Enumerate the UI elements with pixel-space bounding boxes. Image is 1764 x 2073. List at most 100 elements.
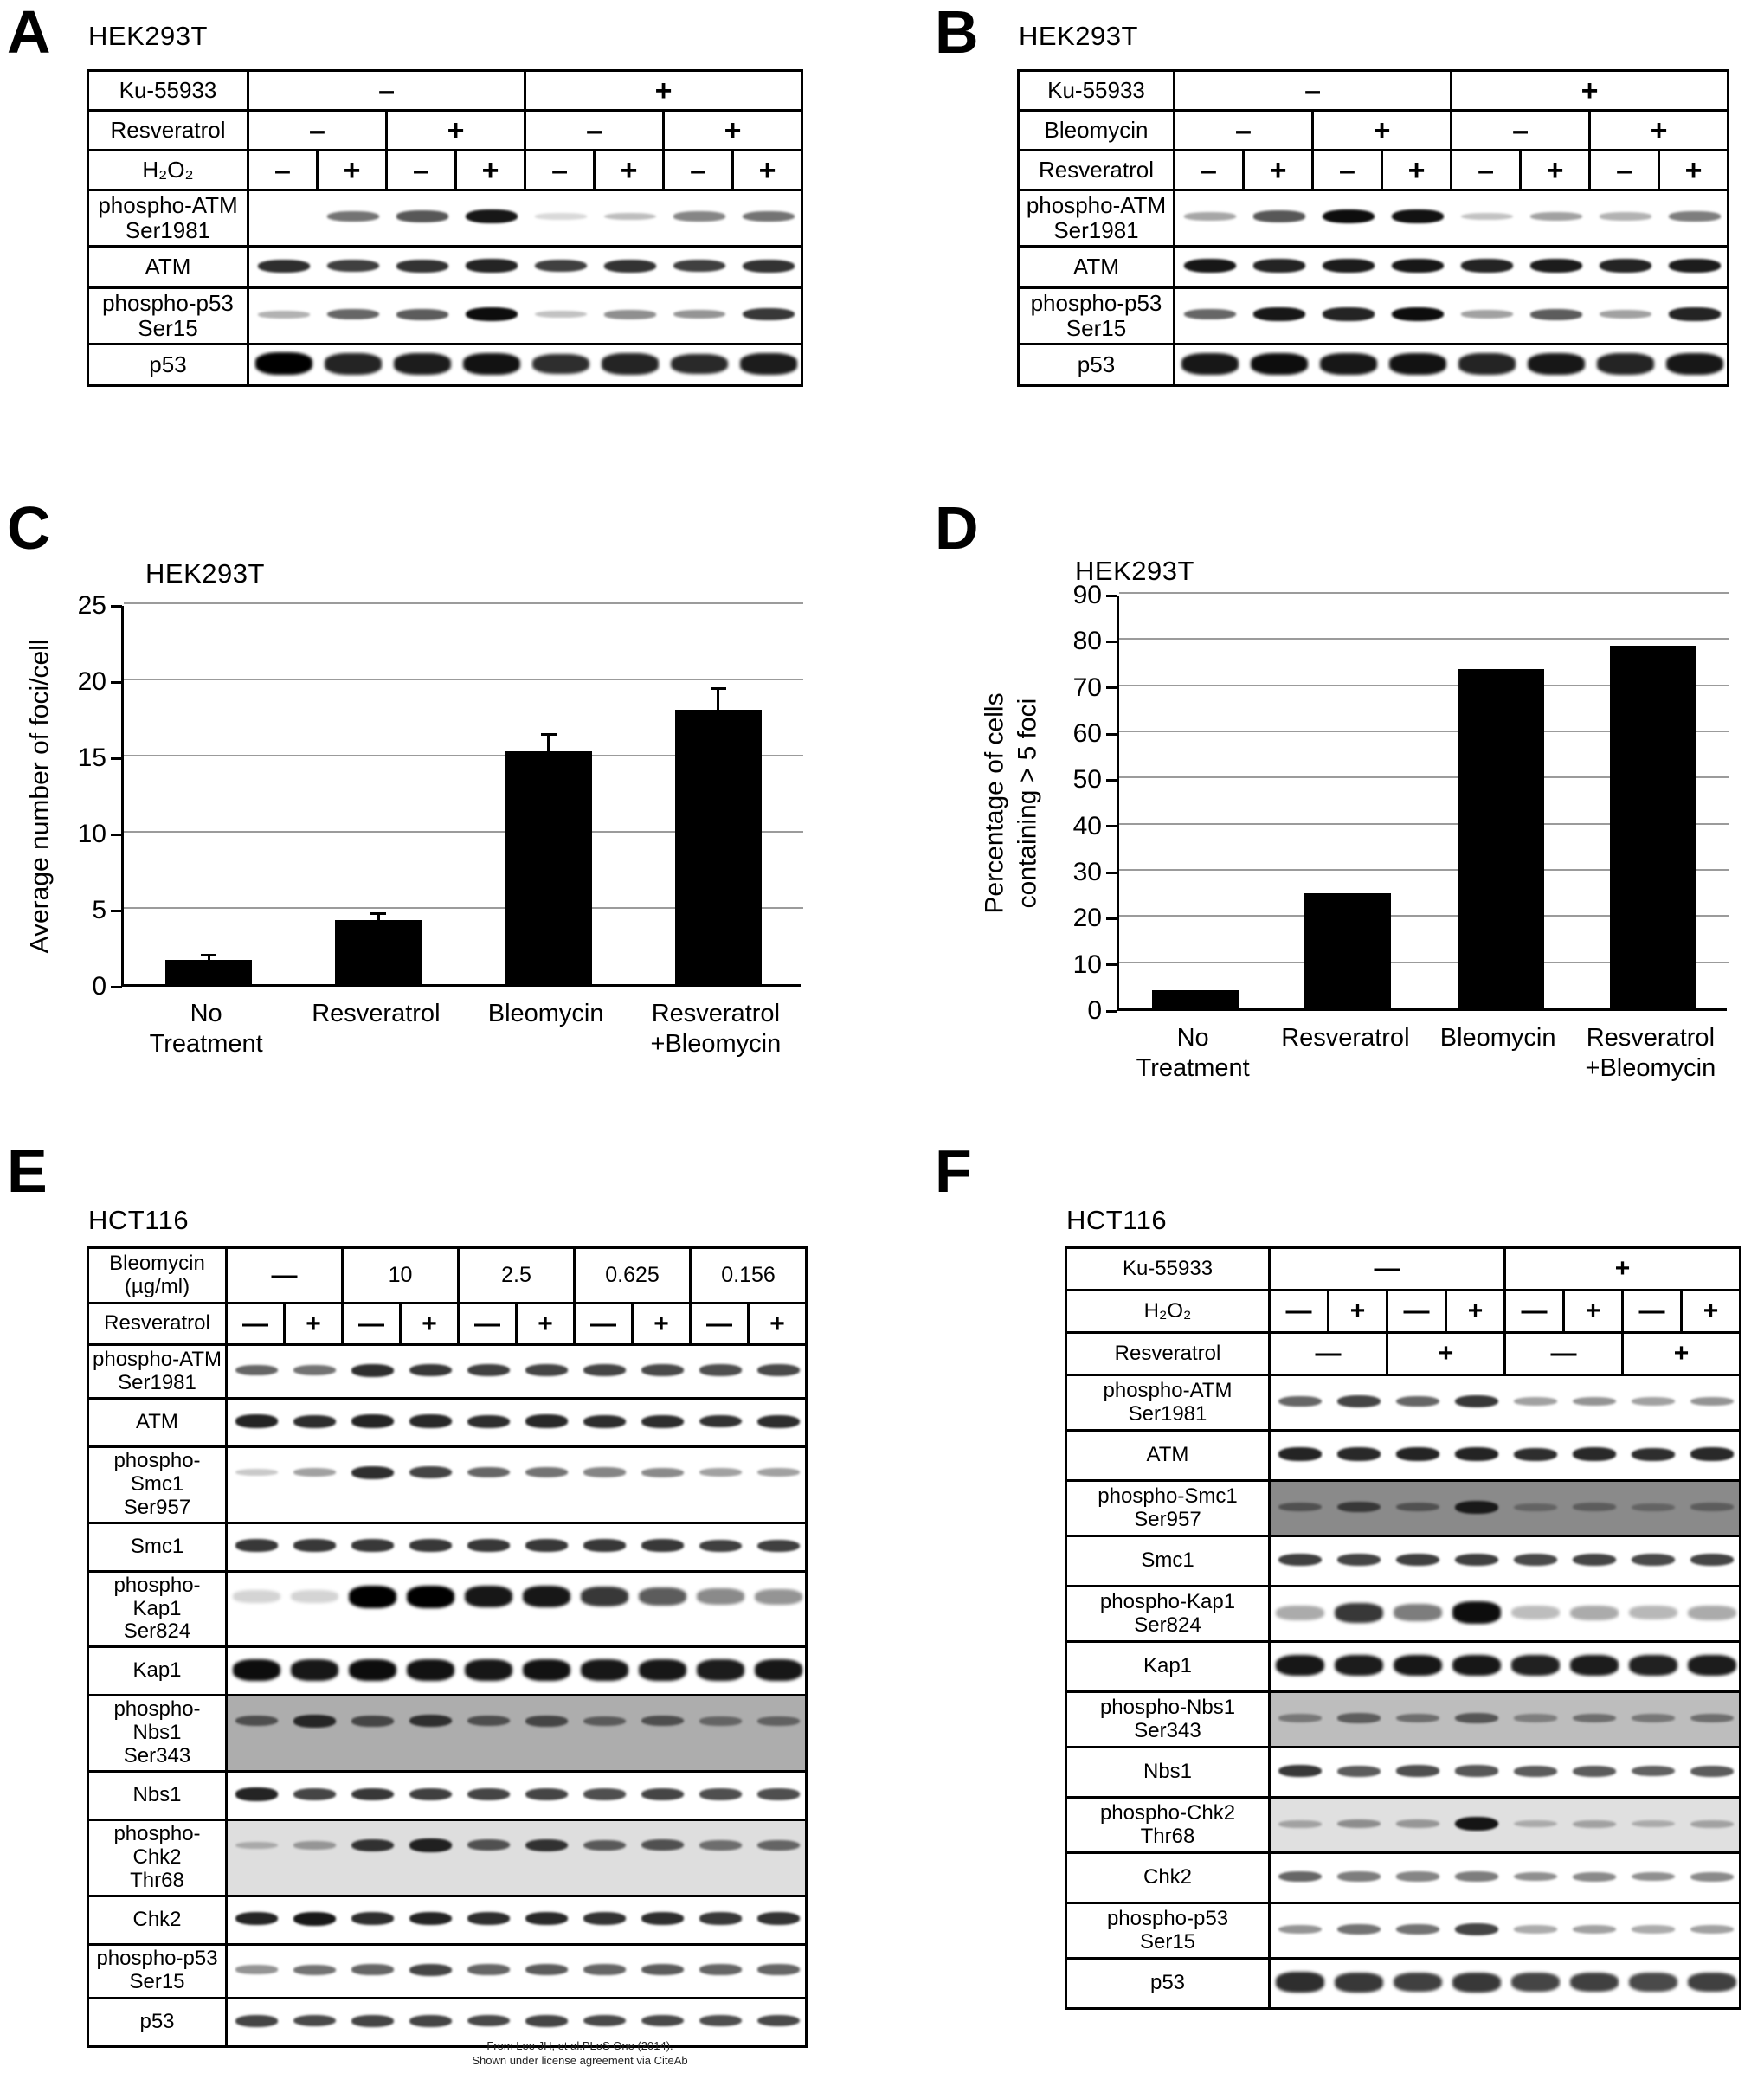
y-tick-label: 80 <box>1072 627 1102 656</box>
panel-d-letter: D <box>935 494 979 562</box>
blot-strip <box>228 1999 805 2045</box>
protein-band <box>525 1716 569 1727</box>
protein-band <box>351 1787 395 1801</box>
protein-band <box>1530 212 1582 221</box>
condition-value: – <box>662 149 735 191</box>
protein-band <box>1511 1972 1560 1993</box>
blot-row: phospho-Smc1 Ser957 <box>87 1445 808 1524</box>
protein-band <box>740 353 797 375</box>
protein-band <box>1454 1394 1499 1408</box>
protein-band <box>351 1465 395 1479</box>
y-tick-label: 25 <box>77 591 106 620</box>
gridline <box>1119 776 1729 779</box>
blot-lane-area <box>224 1343 808 1400</box>
blot-lane-area <box>1267 1429 1742 1482</box>
protein-band <box>699 1840 743 1851</box>
condition-value: — <box>1503 1289 1565 1334</box>
error-bar-cap <box>540 733 557 737</box>
condition-row: Ku-55933— + <box>1065 1246 1742 1291</box>
condition-value: + <box>593 149 666 191</box>
blot-strip <box>1271 1643 1739 1690</box>
protein-band <box>756 1912 801 1925</box>
protein-band <box>1690 1871 1735 1882</box>
gridline <box>1119 638 1729 641</box>
blot-row: Chk2 <box>87 1894 808 1946</box>
protein-band <box>1278 1395 1323 1407</box>
protein-band <box>1461 259 1513 273</box>
blot-row: ATM <box>87 245 804 290</box>
blot-row-label: ATM <box>87 1397 228 1448</box>
protein-band <box>1572 1713 1617 1723</box>
protein-band <box>641 1716 685 1727</box>
condition-value: – <box>1311 149 1383 191</box>
condition-value: + <box>454 149 527 191</box>
condition-value: — <box>573 1302 634 1346</box>
protein-band <box>1513 1397 1558 1406</box>
blot-strip <box>1271 1432 1739 1479</box>
condition-row: H₂O₂ – + – + – + – + <box>87 149 804 191</box>
protein-band <box>407 1658 454 1681</box>
protein-band <box>1395 1447 1440 1461</box>
blot-lane-area <box>224 1942 808 1999</box>
protein-band <box>325 353 382 375</box>
protein-band <box>756 2014 801 2027</box>
protein-band <box>327 260 379 273</box>
blot-strip <box>1271 1904 1739 1957</box>
error-bar-cap <box>370 911 387 915</box>
protein-band <box>1511 1605 1560 1620</box>
blot-row: phospho-Kap1 Ser824 <box>1065 1585 1742 1643</box>
blot-row: phospho-p53 Ser15 <box>1017 286 1730 346</box>
protein-band <box>1570 1605 1619 1620</box>
protein-band <box>1278 1924 1323 1935</box>
blot-row-label: Nbs1 <box>1065 1746 1271 1799</box>
panel-c-y-axis-label: Average number of foci/cell <box>25 639 55 954</box>
condition-row: Ku-55933– + <box>87 69 804 112</box>
condition-value: + <box>1519 149 1592 191</box>
condition-value: + <box>316 149 388 191</box>
y-tick-label: 50 <box>1072 765 1102 795</box>
blot-row: Kap1 <box>87 1645 808 1697</box>
blot-lane-area <box>1172 343 1730 388</box>
protein-band <box>639 1658 686 1681</box>
protein-band <box>699 2014 743 2027</box>
blot-row-label: Kap1 <box>1065 1640 1271 1693</box>
condition-value: + <box>283 1302 344 1346</box>
blot-lane-area <box>1172 245 1730 290</box>
blot-lane-area <box>224 1894 808 1946</box>
protein-band <box>351 2014 395 2027</box>
protein-band <box>1253 210 1305 222</box>
attribution-line2: Shown under license agreement via CiteAb <box>472 2053 688 2067</box>
protein-band <box>396 210 448 222</box>
panel-b-table: Ku-55933– + Bleomycin – + – + Resveratrol – + – + – +… <box>1017 69 1730 388</box>
protein-band <box>699 1716 743 1726</box>
protein-band <box>258 310 310 319</box>
condition-value: + <box>399 1302 460 1346</box>
blot-strip <box>228 1773 805 1819</box>
condition-value: + <box>1327 1289 1388 1334</box>
protein-band <box>1452 1972 1501 1993</box>
condition-name: Bleomycin (µg/ml) <box>87 1246 228 1304</box>
protein-band <box>233 1590 280 1604</box>
protein-band <box>467 2014 511 2027</box>
protein-band <box>1631 1714 1676 1722</box>
y-tick-label: 40 <box>1072 811 1102 840</box>
condition-value: – <box>1450 109 1592 151</box>
protein-band <box>466 259 518 273</box>
protein-band <box>1181 353 1239 375</box>
y-tick-label: 60 <box>1072 719 1102 748</box>
protein-band <box>699 1788 743 1800</box>
condition-row: Bleomycin (µg/ml) —10 2.5 0.625 0.156 <box>87 1246 808 1304</box>
panel-d-chart-title: HEK293T <box>1075 556 1194 586</box>
condition-value: + <box>731 149 804 191</box>
condition-value: – <box>1173 149 1245 191</box>
panel-f-letter: F <box>935 1137 972 1205</box>
condition-value: + <box>747 1302 808 1346</box>
condition-value: 0.156 <box>689 1246 808 1304</box>
protein-band <box>1454 1447 1499 1461</box>
protein-band <box>523 1586 570 1608</box>
bar <box>1304 892 1392 1008</box>
protein-band <box>1320 353 1377 375</box>
protein-band <box>409 1363 453 1377</box>
protein-band <box>1276 1654 1324 1677</box>
blot-strip <box>228 1820 806 1895</box>
